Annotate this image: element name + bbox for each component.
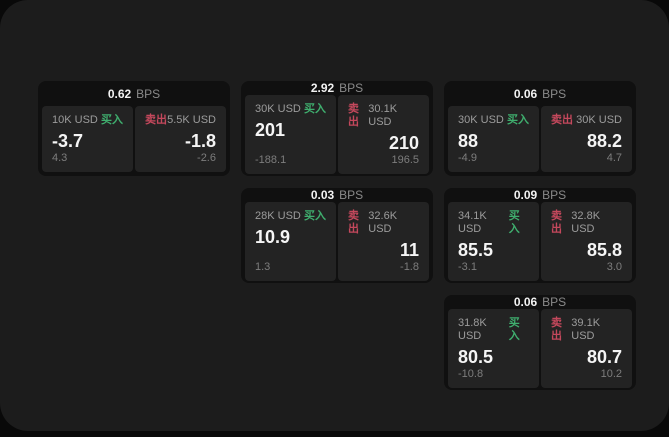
buy-delta: -3.1 — [458, 261, 477, 273]
buy-panel[interactable]: 31.8K USD 买入 80.5 -10.8 — [448, 309, 539, 388]
sell-panel[interactable]: 卖出 30.1K USD 210 196.5 — [338, 95, 429, 174]
sell-delta: 196.5 — [391, 154, 419, 166]
quote-card: 0.06 BPS 31.8K USD 买入 80.5 -10.8 卖出 39.1… — [444, 295, 636, 390]
sell-panel[interactable]: 卖出 39.1K USD 80.7 10.2 — [541, 309, 632, 388]
buy-panel[interactable]: 30K USD 买入 201 -188.1 — [245, 95, 336, 174]
bps-value: 0.06 — [513, 295, 538, 309]
buy-label: 买入 — [304, 210, 326, 222]
buy-label: 买入 — [101, 114, 123, 126]
sell-delta: 4.7 — [606, 152, 622, 164]
sell-price: 88.2 — [586, 131, 622, 151]
bps-header: 0.06 BPS — [444, 295, 636, 309]
buy-price: 80.5 — [458, 347, 494, 367]
sell-panel[interactable]: 卖出 5.5K USD -1.8 -2.6 — [135, 106, 226, 172]
buy-amount: 30K USD — [458, 114, 504, 126]
buy-delta: 4.3 — [52, 152, 68, 164]
bps-value: 0.62 — [107, 86, 132, 101]
sell-price: 85.8 — [586, 240, 622, 260]
sell-delta: 3.0 — [606, 261, 622, 273]
sell-amount: 32.8K USD — [571, 210, 601, 235]
sell-price: 11 — [399, 240, 419, 260]
buy-price: 85.5 — [458, 240, 494, 260]
bps-header: 0.03 BPS — [241, 188, 433, 202]
buy-price: 10.9 — [255, 227, 291, 247]
sell-amount: 30K USD — [576, 114, 622, 126]
bps-value: 2.92 — [310, 81, 335, 95]
buy-price: -3.7 — [52, 131, 84, 151]
sell-delta: -1.8 — [400, 261, 419, 273]
buy-delta: -4.9 — [458, 152, 477, 164]
buy-panel[interactable]: 28K USD 买入 10.9 1.3 — [245, 202, 336, 281]
bps-unit: BPS — [542, 188, 567, 202]
sell-label: 卖出 — [551, 317, 562, 342]
buy-price: 88 — [458, 131, 479, 151]
buy-delta: -188.1 — [255, 154, 287, 166]
sell-label: 卖出 — [348, 210, 359, 235]
buy-amount: 31.8K USD — [458, 317, 487, 342]
quote-grid: 0.62 BPS 10K USD 买入 -3.7 4.3 卖出 5.5K USD — [38, 81, 636, 390]
buy-delta: 1.3 — [255, 261, 271, 273]
bps-unit: BPS — [542, 86, 567, 101]
sell-delta: 10.2 — [600, 368, 622, 380]
bps-unit: BPS — [136, 86, 161, 101]
bps-value: 0.03 — [310, 188, 335, 202]
buy-amount: 28K USD — [255, 210, 301, 222]
buy-label: 买入 — [508, 210, 520, 235]
quote-card: 0.62 BPS 10K USD 买入 -3.7 4.3 卖出 5.5K USD — [38, 81, 230, 176]
bps-header: 2.92 BPS — [241, 81, 433, 95]
buy-panel[interactable]: 10K USD 买入 -3.7 4.3 — [42, 106, 133, 172]
sell-label: 卖出 — [551, 210, 562, 235]
buy-price: 201 — [255, 120, 286, 140]
buy-label: 买入 — [507, 114, 529, 126]
sell-amount: 32.6K USD — [368, 210, 398, 235]
bps-header: 0.06 BPS — [444, 81, 636, 106]
sell-price: 80.7 — [586, 347, 622, 367]
buy-panel[interactable]: 34.1K USD 买入 85.5 -3.1 — [448, 202, 539, 281]
buy-amount: 34.1K USD — [458, 210, 487, 235]
sell-label: 卖出 — [348, 103, 359, 128]
bps-unit: BPS — [542, 295, 567, 309]
bps-value: 0.09 — [513, 188, 538, 202]
quote-card: 0.09 BPS 34.1K USD 买入 85.5 -3.1 卖出 32.8K… — [444, 188, 636, 283]
sell-label: 卖出 — [145, 114, 167, 126]
buy-delta: -10.8 — [458, 368, 484, 380]
bps-unit: BPS — [339, 81, 364, 95]
sell-amount: 39.1K USD — [571, 317, 601, 342]
buy-amount: 10K USD — [52, 114, 98, 126]
sell-amount: 30.1K USD — [368, 103, 398, 128]
bps-header: 0.09 BPS — [444, 188, 636, 202]
sell-price: -1.8 — [184, 131, 216, 151]
sell-price: 210 — [388, 133, 419, 153]
sell-label: 卖出 — [551, 114, 573, 126]
bps-header: 0.62 BPS — [38, 81, 230, 106]
buy-label: 买入 — [508, 317, 520, 342]
quote-card: 0.06 BPS 30K USD 买入 88 -4.9 卖出 30K USD — [444, 81, 636, 176]
sell-panel[interactable]: 卖出 32.6K USD 11 -1.8 — [338, 202, 429, 281]
sell-panel[interactable]: 卖出 30K USD 88.2 4.7 — [541, 106, 632, 172]
buy-panel[interactable]: 30K USD 买入 88 -4.9 — [448, 106, 539, 172]
bps-value: 0.06 — [513, 86, 538, 101]
quote-card: 2.92 BPS 30K USD 买入 201 -188.1 卖出 30.1K … — [241, 81, 433, 176]
sell-delta: -2.6 — [197, 152, 216, 164]
sell-panel[interactable]: 卖出 32.8K USD 85.8 3.0 — [541, 202, 632, 281]
quote-card: 0.03 BPS 28K USD 买入 10.9 1.3 卖出 32.6K US… — [241, 188, 433, 283]
bps-unit: BPS — [339, 188, 364, 202]
buy-amount: 30K USD — [255, 103, 301, 115]
buy-label: 买入 — [304, 103, 326, 115]
sell-amount: 5.5K USD — [167, 114, 216, 126]
